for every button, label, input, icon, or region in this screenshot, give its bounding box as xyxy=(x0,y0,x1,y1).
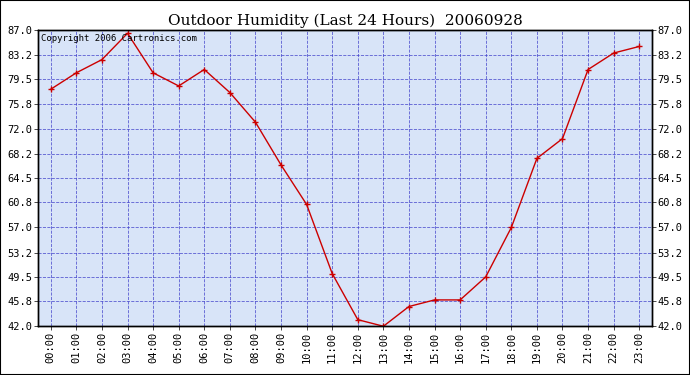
Text: Copyright 2006 Cartronics.com: Copyright 2006 Cartronics.com xyxy=(41,34,197,44)
Text: Outdoor Humidity (Last 24 Hours)  20060928: Outdoor Humidity (Last 24 Hours) 2006092… xyxy=(168,13,522,27)
